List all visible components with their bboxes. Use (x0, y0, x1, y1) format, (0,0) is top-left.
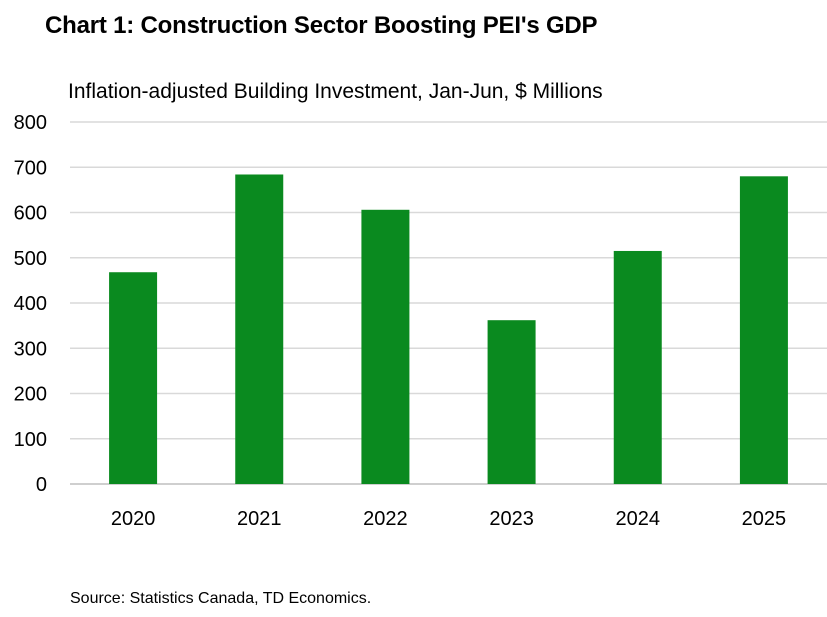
bar-2020 (109, 272, 158, 484)
y-tick-label: 700 (14, 157, 47, 179)
y-tick-label: 400 (14, 293, 47, 315)
bar-2021 (235, 174, 284, 485)
bar-2024 (613, 250, 662, 484)
bars (109, 174, 788, 485)
x-tick-label: 2020 (111, 508, 156, 530)
y-tick-label: 0 (36, 474, 47, 496)
x-tick-label: 2024 (616, 508, 661, 530)
y-tick-label: 100 (14, 429, 47, 451)
x-axis-labels: 2020 2021 2022 2023 2024 2025 (111, 508, 786, 530)
x-tick-label: 2022 (363, 508, 408, 530)
source-note: Source: Statistics Canada, TD Economics. (70, 590, 372, 607)
y-axis-labels: 0 100 200 300 400 500 600 700 800 (14, 112, 47, 496)
chart-subtitle: Inflation-adjusted Building Investment, … (68, 80, 603, 103)
bar-2023 (487, 320, 536, 484)
y-tick-label: 800 (14, 112, 47, 134)
chart-title: Chart 1: Construction Sector Boosting PE… (45, 12, 598, 39)
x-tick-label: 2025 (742, 508, 787, 530)
y-tick-label: 600 (14, 203, 47, 225)
y-tick-label: 300 (14, 338, 47, 360)
x-tick-label: 2023 (489, 508, 534, 530)
grid-lines (70, 121, 827, 485)
y-tick-label: 500 (14, 248, 47, 270)
x-tick-label: 2021 (237, 508, 282, 530)
y-tick-label: 200 (14, 384, 47, 406)
bar-2022 (361, 209, 410, 484)
bar-2025 (739, 176, 788, 485)
